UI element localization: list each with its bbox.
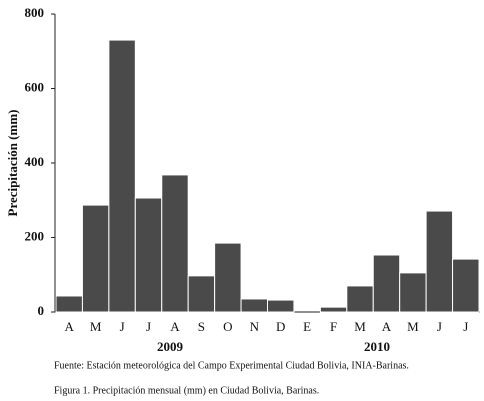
x-tick-label: M xyxy=(407,319,419,334)
bar xyxy=(346,285,374,313)
x-tick-label: E xyxy=(303,319,311,334)
x-tick-label: M xyxy=(354,319,366,334)
y-tick-label: 200 xyxy=(25,228,45,243)
bar xyxy=(399,272,427,313)
x-tick-label: A xyxy=(65,319,75,334)
x-tick-label: A xyxy=(170,319,180,334)
y-tick-label: 800 xyxy=(25,5,45,20)
caption: Figura 1. Precipitación mensual (mm) en … xyxy=(54,385,319,396)
x-tick-label: J xyxy=(120,319,125,334)
year-label: 2009 xyxy=(157,339,184,354)
y-axis-label: Precipitación (mm) xyxy=(5,110,20,217)
bar xyxy=(55,295,83,313)
bar xyxy=(267,299,295,313)
bar xyxy=(452,258,480,313)
x-tick-label: M xyxy=(90,319,102,334)
year-label: 2010 xyxy=(364,339,390,354)
y-tick-label: 400 xyxy=(25,154,45,169)
bar xyxy=(134,197,163,313)
x-tick-label: N xyxy=(250,319,260,334)
bar xyxy=(161,174,189,313)
bar xyxy=(372,254,401,313)
bar xyxy=(187,275,216,313)
bar xyxy=(81,204,110,313)
y-tick-label: 0 xyxy=(38,303,45,318)
x-tick-label: O xyxy=(223,319,232,334)
source-note: Fuente: Estación meteorológica del Campo… xyxy=(54,360,409,371)
x-tick-label: D xyxy=(276,319,285,334)
x-tick-label: J xyxy=(463,319,468,334)
bar xyxy=(214,242,242,313)
x-tick-label: J xyxy=(146,319,151,334)
bar xyxy=(319,306,348,313)
bar xyxy=(240,298,268,313)
bar xyxy=(108,39,136,313)
y-tick-label: 600 xyxy=(25,79,45,94)
x-tick-label: F xyxy=(330,319,337,334)
x-tick-label: S xyxy=(198,319,205,334)
x-tick-label: A xyxy=(382,319,392,334)
x-tick-label: J xyxy=(437,319,442,334)
bar xyxy=(425,210,454,313)
